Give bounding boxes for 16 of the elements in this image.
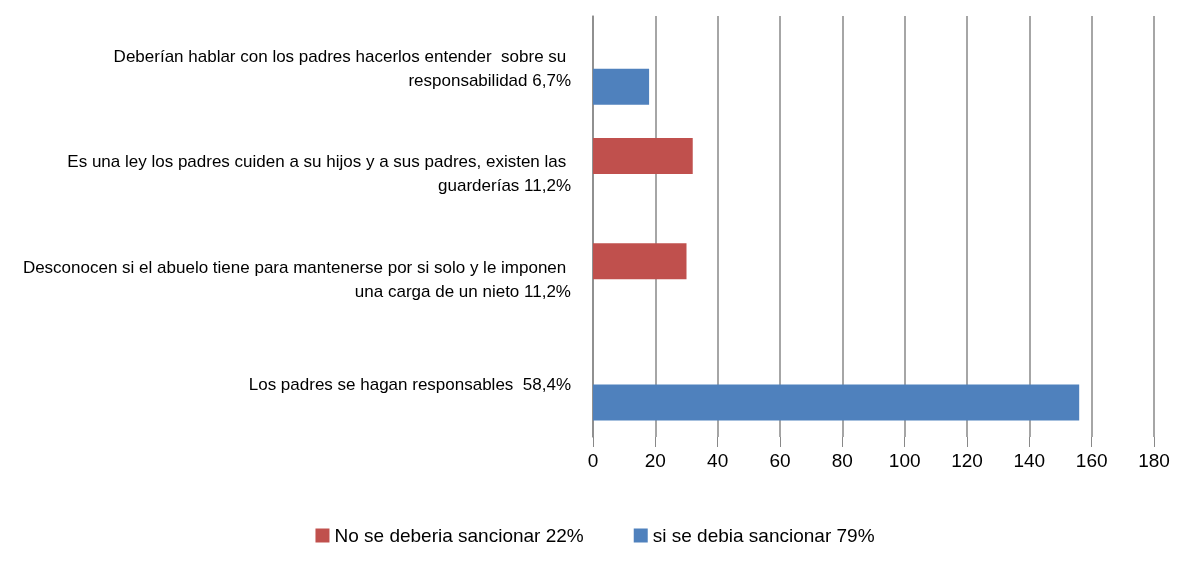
x-tick-label: 140 [1013,450,1046,471]
x-tick-label: 80 [831,450,853,471]
x-tick-label: 160 [1075,450,1108,471]
y-tick-label: Es una ley los padres cuiden a su hijos y a sus padres, existen las guarderías 11,2% [67,152,571,196]
x-tick-label: 100 [888,450,921,471]
y-tick-label: Desconocen si el abuelo tiene para mantenerse por si solo y le imponen una carga de un nieto 11,2% [22,257,571,301]
legend-label: si se debia sancionar 79% [652,525,875,546]
x-tick-label: 20 [644,450,666,471]
x-tick-label: 120 [951,450,983,471]
x-tick-label: 180 [1138,450,1170,471]
x-tick-label: 40 [707,450,729,471]
y-tick-label: Deberían hablar con los padres hacerlos entender sobre su responsabilidad 6,7% [113,47,571,91]
legend-label: No se deberia sancionar 22% [334,525,584,546]
x-tick-label: 60 [769,450,791,471]
y-tick-label: Los padres se hagan responsables 58,4% [248,374,571,394]
x-tick-label: 0 [587,450,599,471]
